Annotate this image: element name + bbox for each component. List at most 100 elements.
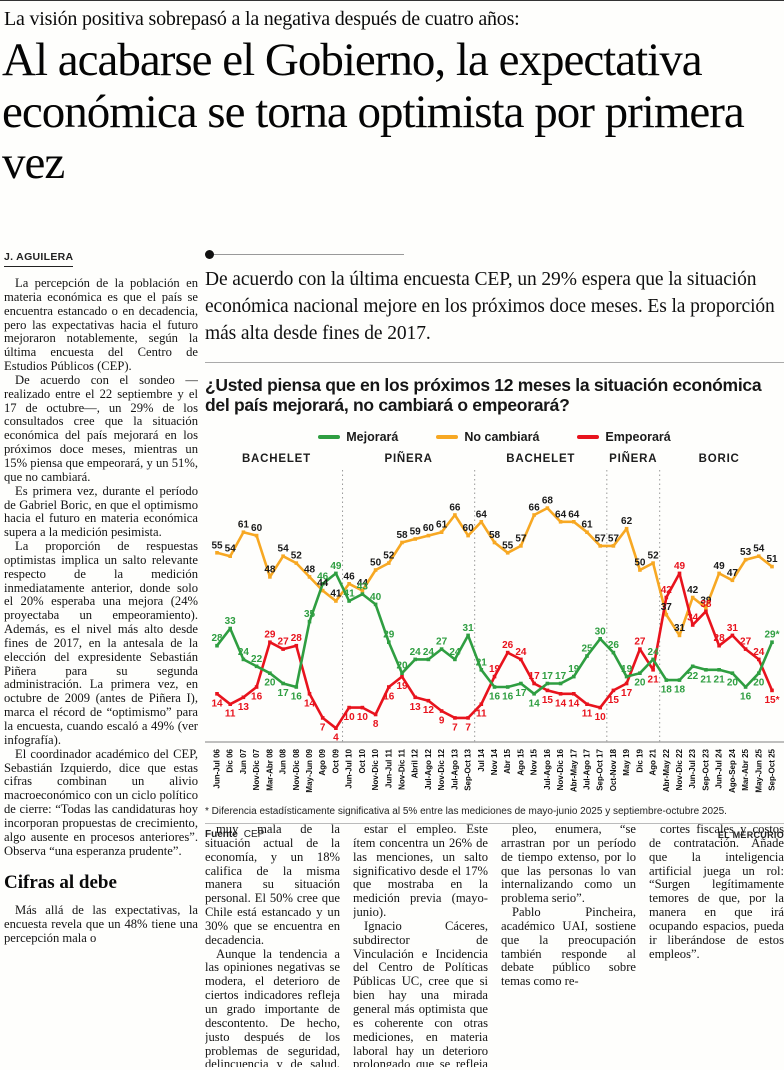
data-point (281, 681, 285, 686)
data-point (373, 602, 378, 607)
data-point (373, 568, 378, 572)
data-label: 54 (278, 544, 290, 555)
data-label: 15* (764, 695, 779, 706)
data-point (281, 554, 285, 558)
data-point (690, 664, 695, 669)
deck-divider (214, 253, 404, 255)
data-point (413, 537, 417, 541)
data-label: 61 (436, 520, 448, 531)
bottom-text-columns: muy mala de la situación actual de la ec… (205, 823, 784, 1067)
data-point (545, 681, 550, 686)
data-point (360, 592, 365, 596)
data-label: 14 (568, 698, 580, 709)
left-column-paragraphs-after: Más allá de las expectativas, la encuest… (4, 904, 198, 946)
data-point (572, 520, 576, 524)
data-label: 57 (608, 533, 620, 544)
x-tick-label: Jul-Ago 17 (583, 748, 592, 789)
data-point (611, 688, 616, 693)
data-label: 16 (251, 692, 263, 703)
paragraph: De acuerdo con el sondeo —realizado entr… (4, 372, 198, 484)
data-label: 42 (687, 585, 699, 596)
data-point (400, 671, 404, 675)
data-point (453, 657, 457, 662)
data-label: 24 (423, 647, 435, 658)
data-label: 21 (648, 674, 660, 685)
data-label: 19 (568, 664, 580, 675)
data-label: 53 (740, 547, 752, 558)
data-label: 11 (476, 709, 487, 720)
data-label: 40 (370, 592, 382, 603)
data-label: 46 (317, 571, 329, 582)
data-point (611, 650, 616, 655)
data-label: 7 (320, 722, 326, 733)
data-label: 20 (634, 678, 646, 689)
data-label: 14 (529, 698, 541, 709)
bottom-column: pleo, enumera, “se arrastran por un perí… (501, 823, 636, 1067)
x-tick-label: Dic 06 (226, 748, 235, 772)
data-label: 24 (449, 647, 461, 658)
data-point (505, 551, 510, 555)
source-row: Fuente CEP EL MERCURIO (205, 824, 784, 840)
data-point (294, 685, 299, 689)
data-label: 24 (648, 647, 660, 658)
paragraph: Es primera vez, durante el período de Ga… (4, 483, 198, 540)
data-point (479, 668, 484, 672)
data-label: 12 (423, 705, 435, 716)
legend-item: Mejorará (318, 430, 398, 444)
data-label: 22 (251, 654, 263, 665)
data-label: 62 (621, 516, 633, 527)
deck-summary: De acuerdo con la última encuesta CEP, u… (205, 269, 775, 344)
data-label: 10 (344, 712, 356, 723)
data-label: 27 (278, 637, 290, 648)
data-point (611, 544, 616, 548)
x-tick-label: Jun-Jul 23 (688, 748, 697, 788)
paragraph: estar el empleo. Este ítem concentra un … (353, 823, 488, 920)
data-point (215, 643, 219, 648)
data-label: 44 (317, 578, 329, 589)
data-point (532, 681, 536, 686)
data-point (241, 657, 246, 662)
data-point (638, 671, 642, 675)
data-label: 20 (396, 661, 408, 672)
data-point (677, 571, 682, 576)
x-tick-label: Sep-Oct 17 (596, 748, 605, 790)
data-label: 52 (648, 551, 660, 562)
data-point (334, 599, 338, 603)
legend-label: Empeorará (605, 430, 671, 444)
legend-swatch-icon (436, 435, 459, 439)
data-label: 28 (291, 633, 303, 644)
data-label: 18 (674, 685, 686, 696)
data-point (426, 533, 431, 538)
data-point (757, 554, 761, 558)
data-point (453, 716, 457, 720)
x-tick-label: Jun-Jul 10 (345, 748, 354, 788)
data-label: 26 (608, 640, 620, 651)
data-label: 9 (439, 716, 445, 727)
data-point (757, 657, 761, 662)
data-label: 52 (291, 551, 303, 562)
data-point (717, 571, 721, 576)
data-label: 20 (727, 678, 739, 689)
data-point (770, 564, 774, 569)
x-tick-label: Jul 14 (477, 748, 486, 771)
data-point (664, 595, 669, 600)
bottom-column: muy mala de la situación actual de la ec… (205, 823, 340, 1067)
x-tick-label: Jun 07 (239, 748, 248, 774)
data-label: 55 (211, 540, 223, 551)
data-label: 60 (463, 523, 475, 534)
data-label: 13 (238, 702, 250, 713)
data-label: 35 (304, 609, 316, 620)
data-label: 17 (515, 688, 527, 699)
paragraph: La proporción de respuestas optimistas i… (4, 539, 198, 747)
data-label: 48 (264, 564, 276, 575)
headline: Al acabarse el Gobierno, la expectativa … (2, 34, 745, 190)
period-label: PIÑERA (384, 452, 432, 465)
data-point (387, 561, 391, 565)
data-label: 24 (410, 647, 422, 658)
data-point (545, 688, 550, 693)
data-point (743, 685, 748, 689)
x-tick-label: Sep-Oct 23 (701, 748, 710, 790)
data-label: 20 (264, 678, 276, 689)
data-point (241, 695, 246, 700)
chart-footnote: * Diferencia estadísticamente significat… (205, 802, 784, 824)
